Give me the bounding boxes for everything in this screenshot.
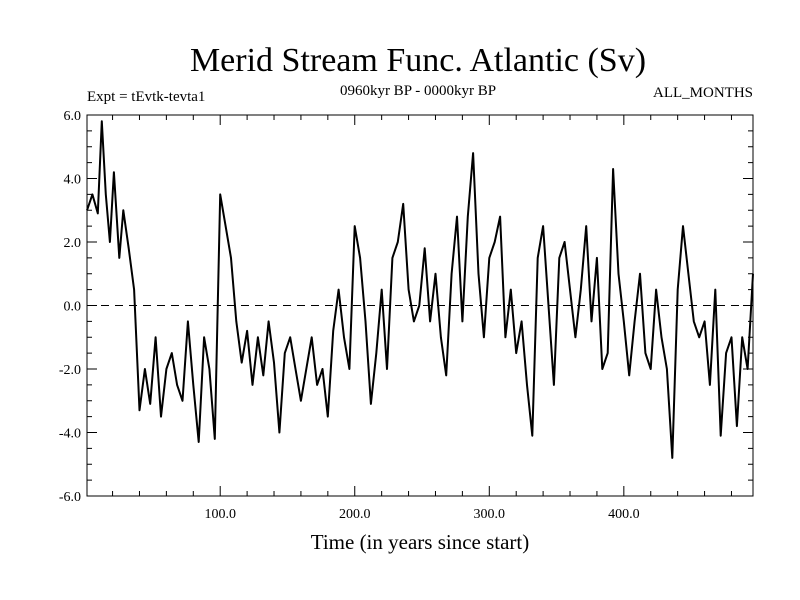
- x-tick-label: 300.0: [474, 507, 506, 522]
- x-axis-label: Time (in years since start): [311, 530, 530, 554]
- x-tick-label: 100.0: [204, 507, 236, 522]
- y-tick-label: 4.0: [64, 173, 82, 188]
- y-tick-label: 6.0: [64, 109, 82, 124]
- y-tick-label: -6.0: [59, 490, 81, 505]
- subtitle-left: Expt = tEvtk-tevta1: [87, 89, 205, 105]
- x-tick-label: 200.0: [339, 507, 371, 522]
- subtitle-center: 0960kyr BP - 0000kyr BP: [340, 83, 496, 99]
- chart-title: Merid Stream Func. Atlantic (Sv): [190, 42, 646, 79]
- y-tick-label: -4.0: [59, 427, 81, 442]
- series-line: [86, 120, 754, 459]
- x-tick-label: 400.0: [608, 507, 640, 522]
- y-tick-label: 2.0: [64, 236, 82, 251]
- y-tick-label: -2.0: [59, 363, 81, 378]
- tick-labels: -6.0 -4.0 -2.0 0.0 2.0 4.0 6.0 100.0 200.0 300.0 4…: [59, 109, 640, 522]
- subtitle-right: ALL_MONTHS: [653, 85, 753, 101]
- y-tick-label: 0.0: [64, 300, 82, 315]
- plot-area-frame: [86, 114, 754, 497]
